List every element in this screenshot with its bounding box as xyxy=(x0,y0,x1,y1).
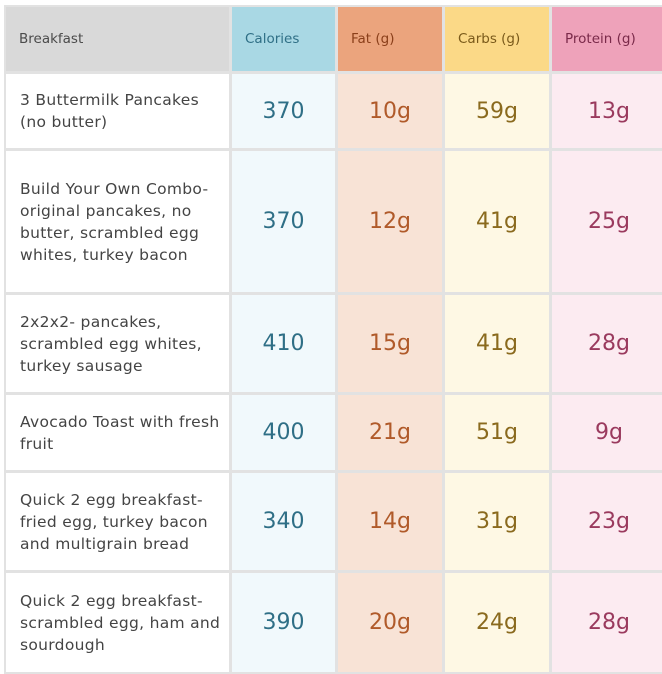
row-protein: 23g xyxy=(552,473,662,570)
row-carbs: 51g xyxy=(445,395,549,470)
row-item-name: 2x2x2- pancakes, scrambled egg whites, t… xyxy=(6,295,229,392)
header-breakfast: Breakfast xyxy=(6,7,229,71)
row-fat: 14g xyxy=(338,473,442,570)
row-protein: 13g xyxy=(552,74,662,148)
row-calories: 340 xyxy=(232,473,335,570)
row-carbs: 24g xyxy=(445,573,549,672)
row-calories: 370 xyxy=(232,74,335,148)
row-calories: 370 xyxy=(232,151,335,292)
row-calories: 400 xyxy=(232,395,335,470)
row-carbs: 41g xyxy=(445,295,549,392)
row-fat: 21g xyxy=(338,395,442,470)
row-item-name: Quick 2 egg breakfast- fried egg, turkey… xyxy=(6,473,229,570)
row-protein: 28g xyxy=(552,573,662,672)
header-protein: Protein (g) xyxy=(552,7,662,71)
row-carbs: 59g xyxy=(445,74,549,148)
nutrition-table: Breakfast Calories Fat (g) Carbs (g) Pro… xyxy=(4,5,662,674)
row-protein: 9g xyxy=(552,395,662,470)
row-item-name: 3 Buttermilk Pancakes (no butter) xyxy=(6,74,229,148)
row-calories: 410 xyxy=(232,295,335,392)
row-item-name: Build Your Own Combo- original pancakes,… xyxy=(6,151,229,292)
row-item-name: Avocado Toast with fresh fruit xyxy=(6,395,229,470)
row-protein: 25g xyxy=(552,151,662,292)
row-carbs: 41g xyxy=(445,151,549,292)
header-calories: Calories xyxy=(232,7,335,71)
header-carbs: Carbs (g) xyxy=(445,7,549,71)
row-item-name: Quick 2 egg breakfast- scrambled egg, ha… xyxy=(6,573,229,672)
row-protein: 28g xyxy=(552,295,662,392)
row-fat: 15g xyxy=(338,295,442,392)
row-fat: 12g xyxy=(338,151,442,292)
row-calories: 390 xyxy=(232,573,335,672)
row-carbs: 31g xyxy=(445,473,549,570)
row-fat: 10g xyxy=(338,74,442,148)
header-fat: Fat (g) xyxy=(338,7,442,71)
row-fat: 20g xyxy=(338,573,442,672)
